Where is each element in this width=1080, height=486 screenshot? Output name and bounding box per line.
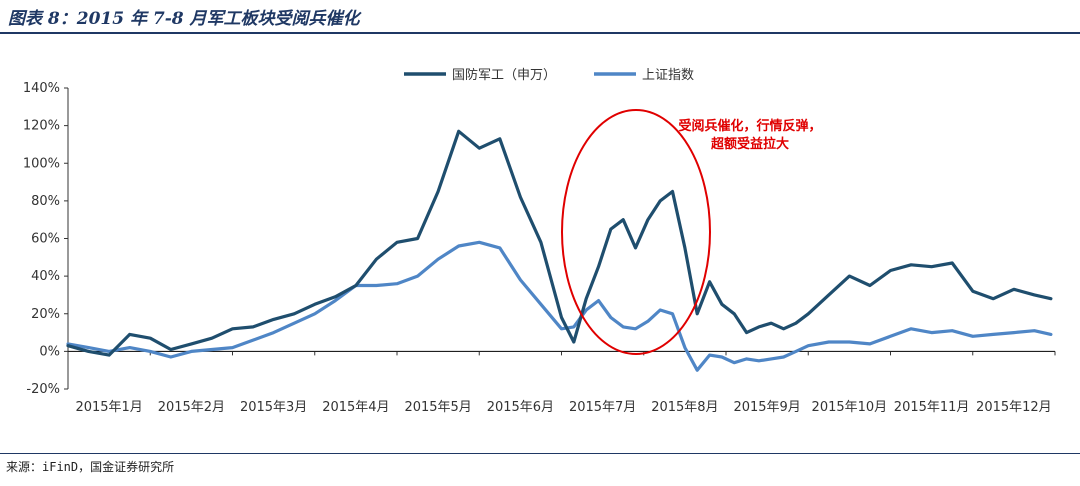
line-chart: -20% 0% 20% 40% 60% 80% 100% 120% 140% 2015年1月 201… — [23, 67, 1056, 415]
y-tick-label: 20% — [31, 307, 60, 322]
x-tick-label: 2015年7月 — [569, 400, 636, 415]
chart-annotation: 受阅兵催化，行情反弹， 超额受益拉大 — [561, 109, 822, 355]
x-tick-label: 2015年1月 — [75, 400, 142, 415]
x-tick-label: 2015年10月 — [812, 400, 888, 415]
annotation-text: 受阅兵催化，行情反弹， — [678, 118, 821, 134]
x-tick-label: 2015年2月 — [158, 400, 225, 415]
footer-rule — [0, 453, 1080, 454]
y-tick-label: 120% — [23, 119, 60, 134]
y-tick-label: 140% — [23, 81, 60, 96]
x-tick-label: 2015年12月 — [976, 400, 1052, 415]
y-tick-label: 40% — [31, 269, 60, 284]
annotation-text: 超额受益拉大 — [711, 136, 789, 152]
title-rule — [0, 32, 1080, 34]
chart-legend: 国防军工（申万） 上证指数 — [404, 67, 694, 83]
series-line — [66, 240, 1053, 372]
legend-label: 上证指数 — [642, 68, 694, 83]
x-tick-label: 2015年11月 — [894, 400, 970, 415]
highlight-ellipse — [561, 109, 711, 355]
y-tick-label: 0% — [39, 344, 60, 359]
figure-title: 图表 8：2015 年 7-8 月军工板块受阅兵催化 — [8, 9, 360, 29]
x-tick-label: 2015年9月 — [733, 400, 800, 415]
y-tick-label: -20% — [26, 382, 60, 397]
chart-axes: -20% 0% 20% 40% 60% 80% 100% 120% 140% 2015年1月 201… — [23, 81, 1056, 415]
series-line — [66, 129, 1053, 357]
source-note: 来源：iFinD，国金证券研究所 — [6, 460, 175, 474]
x-tick-label: 2015年5月 — [404, 400, 471, 415]
x-tick-label: 2015年3月 — [240, 400, 307, 415]
chart-series — [66, 129, 1053, 372]
y-tick-label: 60% — [31, 232, 60, 247]
x-tick-label: 2015年4月 — [322, 400, 389, 415]
y-tick-label: 80% — [31, 194, 60, 209]
x-tick-label: 2015年8月 — [651, 400, 718, 415]
y-tick-label: 100% — [23, 156, 60, 171]
x-tick-label: 2015年6月 — [487, 400, 554, 415]
legend-label: 国防军工（申万） — [452, 67, 556, 83]
